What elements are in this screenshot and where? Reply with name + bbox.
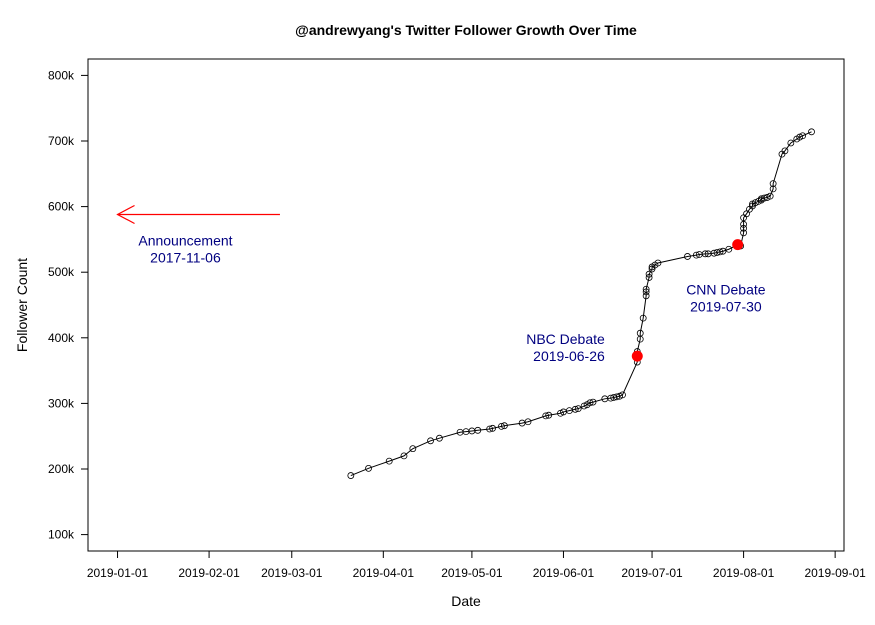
- data-point: [542, 412, 550, 420]
- data-point: [613, 393, 621, 401]
- x-tick-label: 2019-04-01: [353, 566, 415, 580]
- highlight-point: [732, 239, 744, 251]
- x-tick-label: 2019-02-01: [178, 566, 240, 580]
- data-point: [545, 411, 553, 419]
- data-point: [409, 445, 417, 453]
- data-point: [365, 464, 372, 472]
- y-axis-label: Follower Count: [14, 258, 30, 352]
- data-point: [760, 194, 768, 202]
- arrow-head: [116, 204, 135, 225]
- y-tick-label: 300k: [48, 396, 75, 410]
- chart-title: @andrewyang's Twitter Follower Growth Ov…: [295, 22, 637, 38]
- annotation-text: 2019-07-30: [690, 299, 762, 315]
- announcement-arrow: [116, 204, 280, 225]
- annotation-text: CNN Debate: [686, 282, 766, 298]
- debate-highlights: [631, 239, 744, 362]
- data-point: [808, 128, 815, 136]
- data-point: [787, 139, 795, 147]
- data-point: [524, 418, 532, 426]
- series-points: [347, 128, 815, 479]
- data-point: [645, 270, 653, 278]
- y-axis: 100k 200k 300k 400k 500k 600k 700k 800k: [48, 68, 89, 542]
- data-point: [645, 274, 653, 281]
- data-point: [684, 253, 691, 260]
- annotation-text: Announcement: [138, 232, 232, 248]
- data-point: [749, 200, 756, 208]
- annotation-text: NBC Debate: [526, 331, 605, 347]
- data-point: [347, 472, 355, 479]
- data-point: [589, 398, 597, 406]
- data-point: [385, 457, 393, 465]
- data-point: [489, 424, 496, 432]
- data-point: [642, 285, 650, 293]
- x-axis: 2019-01-01 2019-02-01 2019-03-01 2019-04-01…: [87, 550, 866, 580]
- data-point: [586, 399, 594, 407]
- y-tick-label: 200k: [48, 462, 75, 476]
- data-point: [725, 245, 733, 253]
- data-point: [740, 220, 747, 228]
- data-point: [769, 185, 777, 193]
- data-point: [616, 392, 623, 400]
- data-point: [642, 288, 650, 296]
- data-point: [639, 314, 647, 322]
- annotation-text: 2019-06-26: [533, 348, 605, 364]
- data-point: [474, 426, 482, 434]
- data-point: [498, 422, 505, 430]
- y-tick-label: 400k: [48, 331, 75, 345]
- data-point: [654, 259, 662, 267]
- data-point: [574, 405, 582, 413]
- data-point: [796, 133, 804, 141]
- data-point: [619, 391, 626, 399]
- data-point: [719, 247, 727, 255]
- data-point: [799, 132, 807, 140]
- data-point: [571, 405, 579, 413]
- x-tick-label: 2019-07-01: [621, 566, 683, 580]
- x-axis-label: Date: [451, 593, 481, 609]
- data-point: [740, 229, 747, 237]
- data-point: [769, 180, 777, 188]
- data-point: [436, 434, 443, 442]
- highlight-point: [631, 350, 643, 362]
- y-tick-label: 700k: [48, 134, 75, 148]
- data-point: [642, 292, 650, 300]
- x-tick-label: 2019-08-01: [713, 566, 775, 580]
- data-point: [427, 437, 434, 445]
- data-point: [740, 224, 747, 232]
- data-point: [716, 248, 724, 256]
- y-tick-label: 500k: [48, 265, 75, 279]
- x-tick-label: 2019-06-01: [533, 566, 595, 580]
- x-tick-label: 2019-09-01: [804, 566, 866, 580]
- x-tick-label: 2019-05-01: [441, 566, 503, 580]
- data-point: [636, 329, 644, 337]
- data-point: [781, 147, 789, 155]
- data-point: [400, 452, 408, 460]
- data-point: [692, 251, 700, 259]
- data-point: [500, 422, 508, 430]
- annotation-text: 2017-11-06: [150, 249, 221, 265]
- y-tick-label: 100k: [48, 528, 75, 542]
- data-point: [766, 192, 774, 200]
- y-tick-label: 800k: [48, 68, 75, 82]
- data-point: [486, 425, 494, 433]
- x-tick-label: 2019-03-01: [261, 566, 323, 580]
- x-tick-label: 2019-01-01: [87, 566, 149, 580]
- y-tick-label: 600k: [48, 200, 75, 214]
- data-point: [701, 250, 709, 258]
